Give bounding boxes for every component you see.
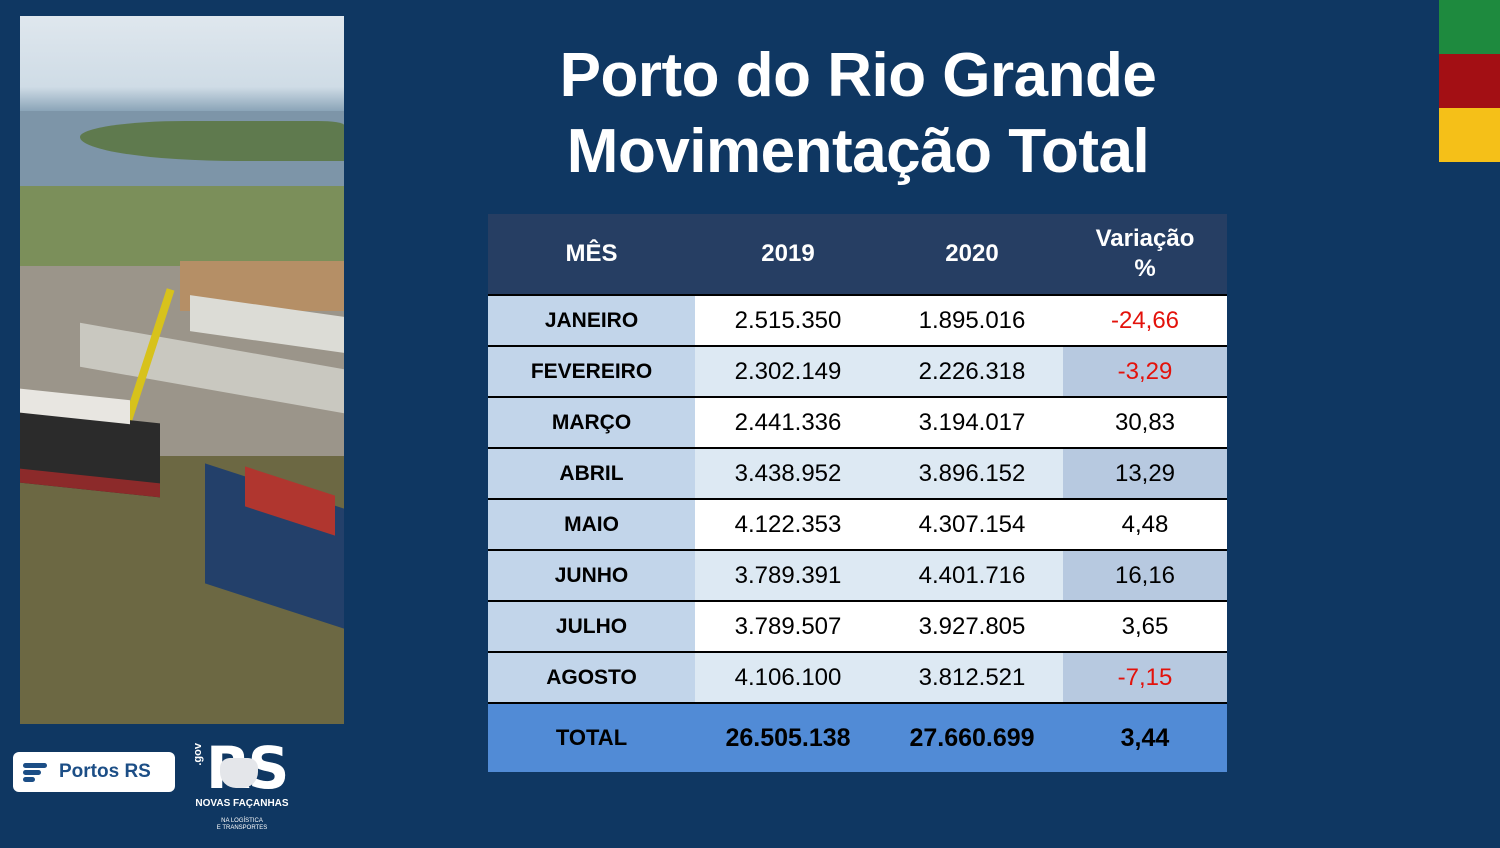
portos-wave-icon bbox=[21, 757, 51, 787]
header-month: MÊS bbox=[488, 214, 695, 296]
gov-sub-line-1: NA LOGÍSTICA bbox=[221, 818, 263, 824]
value-2019-cell: 2.515.350 bbox=[695, 295, 881, 347]
header-2019: 2019 bbox=[695, 214, 881, 296]
value-2019-cell: 2.441.336 bbox=[695, 397, 881, 449]
table-row: JUNHO 3.789.391 4.401.716 16,16 bbox=[488, 550, 1227, 602]
total-row: TOTAL 26.505.138 27.660.699 3,44 bbox=[488, 702, 1227, 772]
value-2020-cell: 3.896.152 bbox=[881, 448, 1063, 500]
face-mask-icon bbox=[220, 758, 258, 788]
table-row: ABRIL 3.438.952 3.896.152 13,29 bbox=[488, 448, 1227, 500]
value-2019-cell: 3.789.507 bbox=[695, 601, 881, 653]
value-2020-cell: 4.401.716 bbox=[881, 550, 1063, 602]
gov-prefix: .gov bbox=[192, 743, 204, 766]
port-aerial-photo bbox=[20, 16, 344, 724]
value-2019-cell: 2.302.149 bbox=[695, 346, 881, 398]
month-cell: JUNHO bbox=[488, 550, 695, 602]
variation-cell: 16,16 bbox=[1063, 550, 1227, 602]
header-variation: Variação % bbox=[1063, 214, 1227, 296]
movement-table: MÊS 2019 2020 Variação % JANEIRO 2.515.3… bbox=[488, 214, 1227, 772]
month-cell: MARÇO bbox=[488, 397, 695, 449]
month-cell: JULHO bbox=[488, 601, 695, 653]
value-2019-cell: 4.122.353 bbox=[695, 499, 881, 551]
gov-subtitle: NA LOGÍSTICA E TRANSPORTES bbox=[192, 818, 292, 832]
variation-cell: 3,65 bbox=[1063, 601, 1227, 653]
month-cell: AGOSTO bbox=[488, 652, 695, 704]
title-line-2: Movimentação Total bbox=[566, 117, 1150, 186]
value-2020-cell: 4.307.154 bbox=[881, 499, 1063, 551]
variation-cell: -7,15 bbox=[1063, 652, 1227, 704]
flag-stripe-green bbox=[1439, 0, 1500, 54]
table-row: MARÇO 2.441.336 3.194.017 30,83 bbox=[488, 397, 1227, 449]
total-2019: 26.505.138 bbox=[695, 702, 881, 772]
table-row: FEVEREIRO 2.302.149 2.226.318 -3,29 bbox=[488, 346, 1227, 398]
value-2019-cell: 3.789.391 bbox=[695, 550, 881, 602]
table-header-row: MÊS 2019 2020 Variação % bbox=[488, 214, 1227, 296]
variation-cell: -24,66 bbox=[1063, 295, 1227, 347]
value-2019-cell: 4.106.100 bbox=[695, 652, 881, 704]
portos-rs-logo: Portos RS bbox=[13, 752, 175, 792]
flag-stripe-red bbox=[1439, 54, 1500, 108]
total-2020: 27.660.699 bbox=[881, 702, 1063, 772]
gov-tagline: NOVAS FAÇANHAS bbox=[195, 798, 289, 809]
variation-cell: 4,48 bbox=[1063, 499, 1227, 551]
month-cell: FEVEREIRO bbox=[488, 346, 695, 398]
variation-cell: -3,29 bbox=[1063, 346, 1227, 398]
value-2020-cell: 3.812.521 bbox=[881, 652, 1063, 704]
month-cell: MAIO bbox=[488, 499, 695, 551]
table-row: MAIO 4.122.353 4.307.154 4,48 bbox=[488, 499, 1227, 551]
value-2020-cell: 3.927.805 bbox=[881, 601, 1063, 653]
total-label: TOTAL bbox=[488, 702, 695, 772]
portos-logo-text: Portos RS bbox=[59, 761, 151, 782]
header-2020: 2020 bbox=[881, 214, 1063, 296]
table-row: JULHO 3.789.507 3.927.805 3,65 bbox=[488, 601, 1227, 653]
slide-title: Porto do Rio Grande Movimentação Total bbox=[488, 38, 1228, 190]
title-line-1: Porto do Rio Grande bbox=[559, 41, 1157, 110]
value-2020-cell: 1.895.016 bbox=[881, 295, 1063, 347]
value-2020-cell: 2.226.318 bbox=[881, 346, 1063, 398]
value-2020-cell: 3.194.017 bbox=[881, 397, 1063, 449]
gov-sub-line-2: E TRANSPORTES bbox=[216, 825, 268, 831]
table-row: AGOSTO 4.106.100 3.812.521 -7,15 bbox=[488, 652, 1227, 704]
total-variation: 3,44 bbox=[1063, 702, 1227, 772]
flag-stripe-yellow bbox=[1439, 108, 1500, 162]
month-cell: JANEIRO bbox=[488, 295, 695, 347]
table-row: JANEIRO 2.515.350 1.895.016 -24,66 bbox=[488, 295, 1227, 347]
variation-cell: 30,83 bbox=[1063, 397, 1227, 449]
value-2019-cell: 3.438.952 bbox=[695, 448, 881, 500]
variation-cell: 13,29 bbox=[1063, 448, 1227, 500]
gov-rs-logo: .gov RS NOVAS FAÇANHAS NA LOGÍSTICA E TR… bbox=[192, 734, 302, 838]
month-cell: ABRIL bbox=[488, 448, 695, 500]
